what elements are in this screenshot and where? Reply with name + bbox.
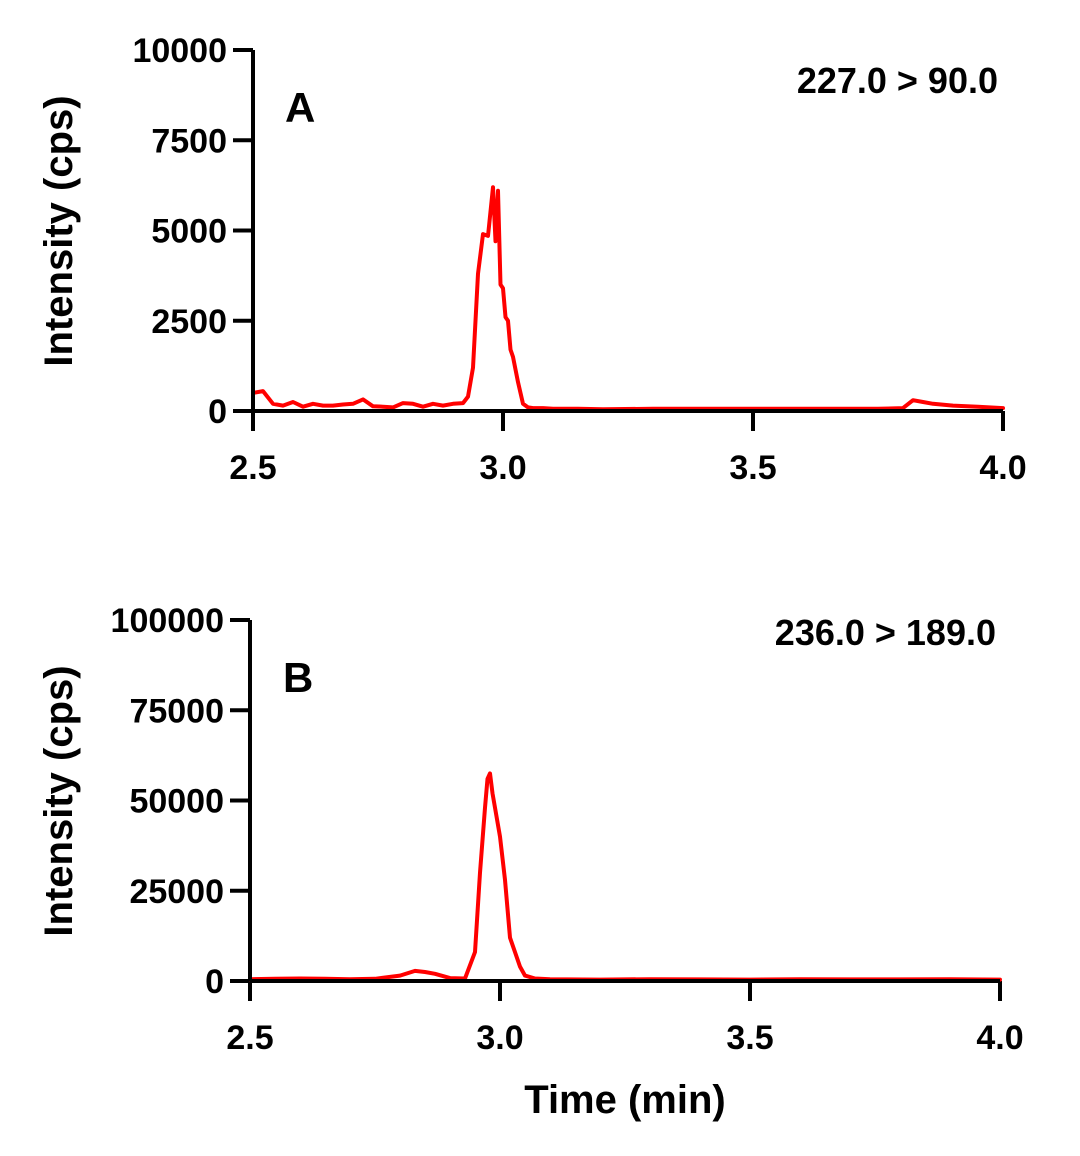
x-tick-label-b: 3.5	[726, 1019, 773, 1057]
y-tick-label-b: 50000	[129, 783, 224, 821]
y-tick-label-b: 0	[205, 963, 224, 1001]
y-axis-title-a: Intensity (cps)	[37, 95, 81, 366]
mrm-transition-label-b: 236.0 > 189.0	[775, 612, 996, 653]
y-tick-label-a: 7500	[151, 122, 227, 160]
panel-label-a: A	[285, 84, 315, 131]
y-tick-label-a: 5000	[151, 213, 227, 251]
axis-ticks-a: 0 2500 5000 7500 10000 2.5 3.0 3.5 4.0	[132, 32, 1026, 487]
chromatogram-trace-a	[251, 185, 1005, 412]
chromatogram-trace-b	[248, 771, 1002, 982]
y-tick-label-a: 10000	[132, 32, 227, 70]
y-tick-label-b: 75000	[129, 692, 224, 730]
x-tick-label-b: 2.5	[226, 1019, 273, 1057]
y-tick-label-a: 0	[208, 393, 227, 431]
chromatogram-panel-a: Intensity (cps) A 227.0 > 90.0 0 2500 5000…	[37, 32, 1027, 487]
x-tick-label-a: 4.0	[979, 449, 1026, 487]
y-tick-label-b: 25000	[129, 873, 224, 911]
y-axis-title-b: Intensity (cps)	[37, 665, 81, 936]
trace-layer-b	[248, 771, 1002, 982]
x-tick-label-a: 3.5	[729, 449, 776, 487]
trace-layer-a	[251, 185, 1005, 412]
y-tick-label-a: 2500	[151, 303, 227, 341]
axis-ticks-b: 0 25000 50000 75000 100000 2.5 3.0 3.5 4.0	[111, 602, 1024, 1057]
panel-label-b: B	[283, 654, 313, 701]
x-tick-label-a: 3.0	[479, 449, 526, 487]
x-axis-title: Time (min)	[524, 1078, 726, 1122]
mrm-transition-label-a: 227.0 > 90.0	[797, 60, 998, 101]
x-tick-label-b: 3.0	[476, 1019, 523, 1057]
x-tick-label-a: 2.5	[229, 449, 276, 487]
y-tick-label-b: 100000	[111, 602, 224, 640]
chromatogram-panel-b: Intensity (cps) B 236.0 > 189.0 Time (mi…	[37, 602, 1024, 1122]
x-tick-label-b: 4.0	[976, 1019, 1023, 1057]
